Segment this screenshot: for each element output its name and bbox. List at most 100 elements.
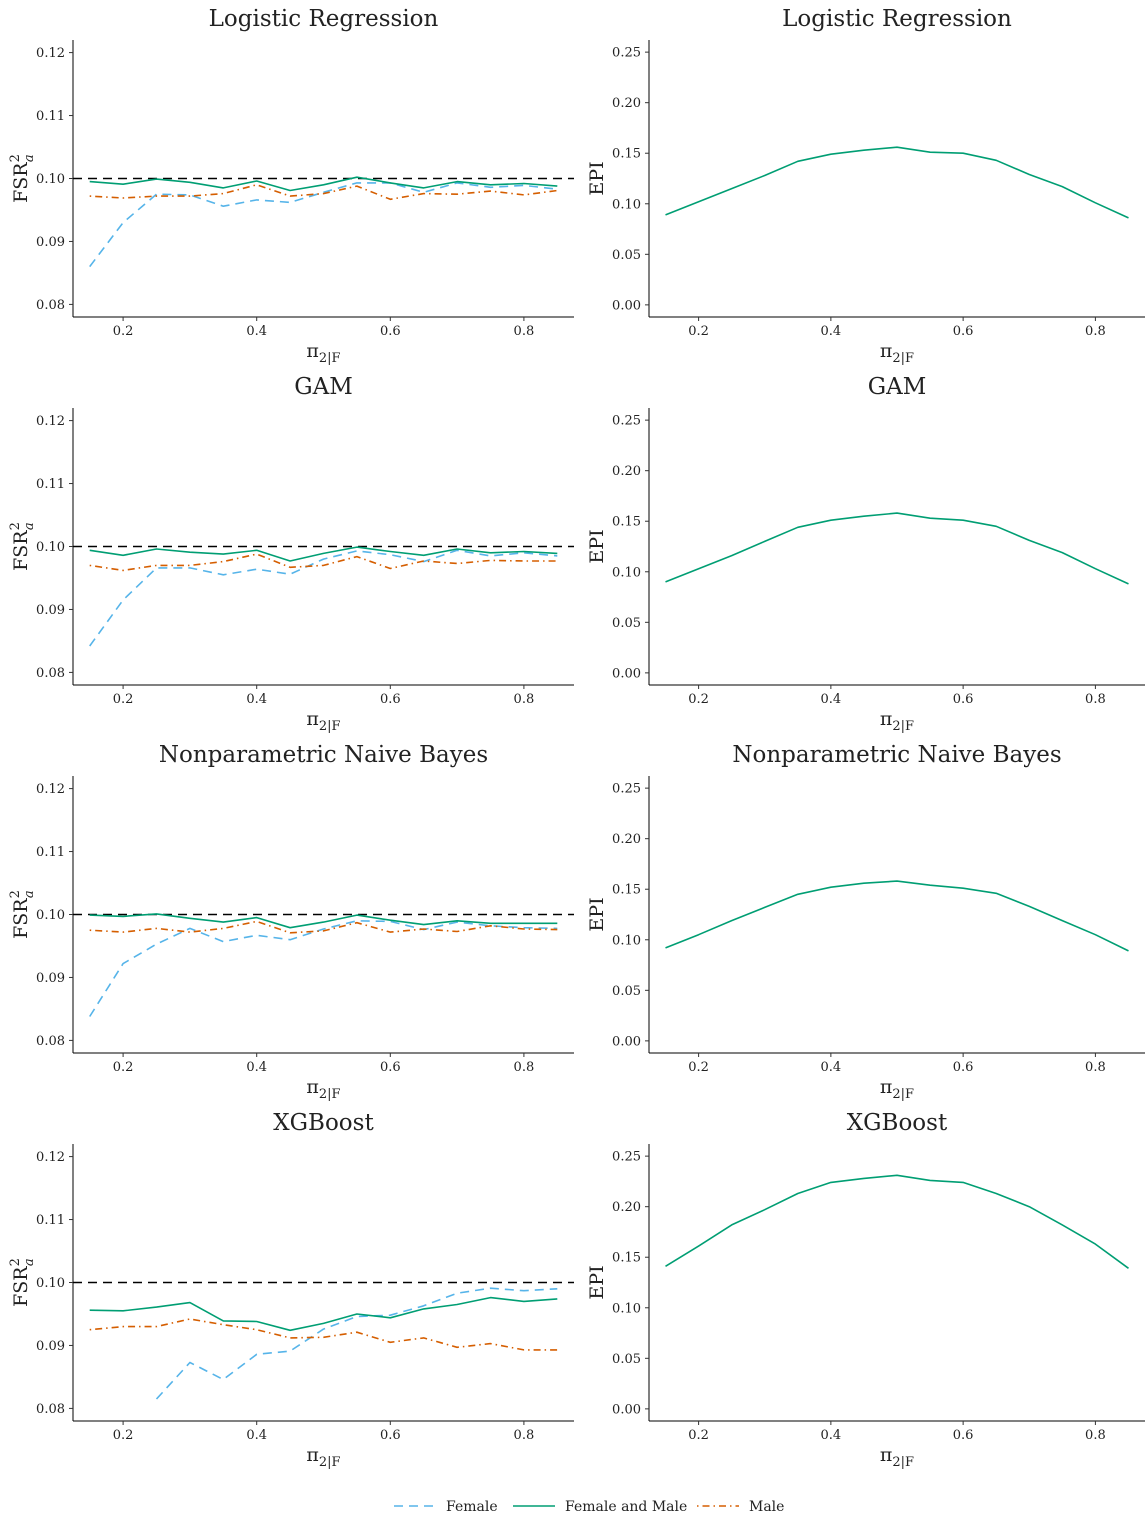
x-tick-label: 0.2: [688, 1428, 709, 1443]
chart-title: Logistic Regression: [209, 6, 439, 32]
x-tick-label: 0.8: [1085, 692, 1106, 707]
y-tick-label: 0.08: [36, 298, 65, 313]
series-line-female-and-male: [89, 1296, 558, 1332]
series-line-male: [89, 1318, 558, 1351]
y-tick-label: 0.05: [612, 616, 641, 631]
series-line-male: [89, 184, 558, 201]
series-line-female-and-male: [89, 913, 558, 929]
y-tick-label: 0.09: [36, 1339, 65, 1354]
y-tick-label: 0.10: [612, 565, 641, 580]
y-tick-label: 0.15: [612, 1251, 641, 1266]
y-tick-label: 0.11: [36, 109, 65, 124]
series-line-female-and-male: [665, 1174, 1129, 1269]
y-tick-label: 0.00: [612, 666, 641, 681]
y-tick-label: 0.20: [612, 464, 641, 479]
x-tick-label: 0.6: [953, 1060, 974, 1075]
x-tick-label: 0.4: [821, 324, 842, 339]
y-axis-title: FSR2a: [8, 890, 37, 939]
y-tick-label: 0.25: [612, 1150, 641, 1165]
series-line-male: [89, 920, 558, 934]
y-tick-label: 0.25: [612, 782, 641, 797]
x-tick-label: 0.8: [1085, 324, 1106, 339]
x-tick-label: 0.2: [113, 1060, 134, 1075]
y-tick-label: 0.10: [36, 172, 65, 187]
y-tick-label: 0.10: [612, 933, 641, 948]
x-tick-label: 0.4: [821, 692, 842, 707]
y-tick-label: 0.09: [36, 235, 65, 250]
y-axis-title: EPI: [586, 161, 608, 195]
x-tick-label: 0.6: [953, 692, 974, 707]
chart-panel: Logistic Regression 0.2 0.4 0.6 0.8 0.00 0.05 0…: [586, 6, 1145, 366]
y-tick-label: 0.20: [612, 1200, 641, 1215]
y-tick-label: 0.11: [36, 477, 65, 492]
x-tick-label: 0.6: [380, 324, 401, 339]
y-tick-label: 0.20: [612, 832, 641, 847]
x-axis-title: π2|F: [880, 340, 914, 366]
x-axis-title: π2|F: [880, 708, 914, 734]
y-tick-label: 0.09: [36, 603, 65, 618]
y-tick-label: 0.12: [36, 414, 65, 429]
series-line-female-and-male: [665, 880, 1129, 952]
series-line-female: [89, 919, 558, 1017]
x-axis-title: π2|F: [880, 1076, 914, 1102]
y-tick-label: 0.12: [36, 782, 65, 797]
x-tick-label: 0.2: [688, 1060, 709, 1075]
x-axis-title: π2|F: [880, 1444, 914, 1470]
x-tick-label: 0.8: [514, 1428, 535, 1443]
y-tick-label: 0.10: [36, 540, 65, 555]
y-tick-label: 0.10: [612, 1301, 641, 1316]
chart-panel: GAM 0.2 0.4 0.6 0.8 0.08 0.09 0.10 0.11 0.12 π2|F F…: [8, 374, 574, 734]
x-tick-label: 0.8: [514, 692, 535, 707]
x-tick-label: 0.2: [113, 1428, 134, 1443]
x-tick-label: 0.6: [380, 692, 401, 707]
x-tick-label: 0.8: [1085, 1428, 1106, 1443]
y-tick-label: 0.15: [612, 515, 641, 530]
y-tick-label: 0.11: [36, 1213, 65, 1228]
y-tick-label: 0.10: [36, 1276, 65, 1291]
legend-label: Male: [749, 1499, 784, 1515]
x-axis-title: π2|F: [306, 1076, 340, 1102]
series-line-female-and-male: [89, 546, 558, 562]
y-axis-title: EPI: [586, 897, 608, 931]
y-tick-label: 0.15: [612, 147, 641, 162]
legend: Female Female and Male Male: [394, 1499, 784, 1515]
series-line-female: [155, 1287, 558, 1400]
x-axis-title: π2|F: [306, 340, 340, 366]
y-tick-label: 0.00: [612, 298, 641, 313]
series-line-female-and-male: [89, 176, 558, 192]
y-tick-label: 0.12: [36, 46, 65, 61]
y-tick-label: 0.20: [612, 96, 641, 111]
x-tick-label: 0.2: [113, 692, 134, 707]
x-tick-label: 0.4: [246, 1060, 267, 1075]
chart-title: XGBoost: [847, 1110, 948, 1136]
chart-panel: GAM 0.2 0.4 0.6 0.8 0.00 0.05 0.10 0.15 0.20 0.25 π…: [586, 374, 1145, 734]
x-tick-label: 0.6: [380, 1060, 401, 1075]
y-tick-label: 0.05: [612, 984, 641, 999]
chart-title: Nonparametric Naive Bayes: [159, 742, 488, 768]
y-tick-label: 0.10: [36, 908, 65, 923]
chart-panel: XGBoost 0.2 0.4 0.6 0.8 0.08 0.09 0.10 0.11 0.12 π…: [8, 1110, 574, 1470]
y-tick-label: 0.15: [612, 883, 641, 898]
x-tick-label: 0.2: [688, 692, 709, 707]
x-tick-label: 0.6: [380, 1428, 401, 1443]
chart-title: GAM: [294, 374, 353, 400]
chart-title: Logistic Regression: [782, 6, 1012, 32]
x-tick-label: 0.8: [1085, 1060, 1106, 1075]
x-tick-label: 0.4: [246, 1428, 267, 1443]
y-tick-label: 0.25: [612, 46, 641, 61]
x-tick-label: 0.4: [821, 1428, 842, 1443]
chart-panel: Nonparametric Naive Bayes 0.2 0.4 0.6 0.8 0.0…: [8, 742, 574, 1102]
y-tick-label: 0.00: [612, 1034, 641, 1049]
x-tick-label: 0.4: [246, 692, 267, 707]
y-tick-label: 0.09: [36, 971, 65, 986]
y-tick-label: 0.10: [612, 197, 641, 212]
series-line-female-and-male: [665, 512, 1129, 585]
chart-title: GAM: [868, 374, 927, 400]
y-tick-label: 0.12: [36, 1150, 65, 1165]
chart-panel: Nonparametric Naive Bayes 0.2 0.4 0.6 0.8 0.0…: [586, 742, 1145, 1102]
series-line-female: [89, 182, 558, 268]
x-tick-label: 0.4: [246, 324, 267, 339]
y-tick-label: 0.05: [612, 248, 641, 263]
legend-label: Female and Male: [565, 1499, 687, 1515]
x-tick-label: 0.6: [953, 324, 974, 339]
